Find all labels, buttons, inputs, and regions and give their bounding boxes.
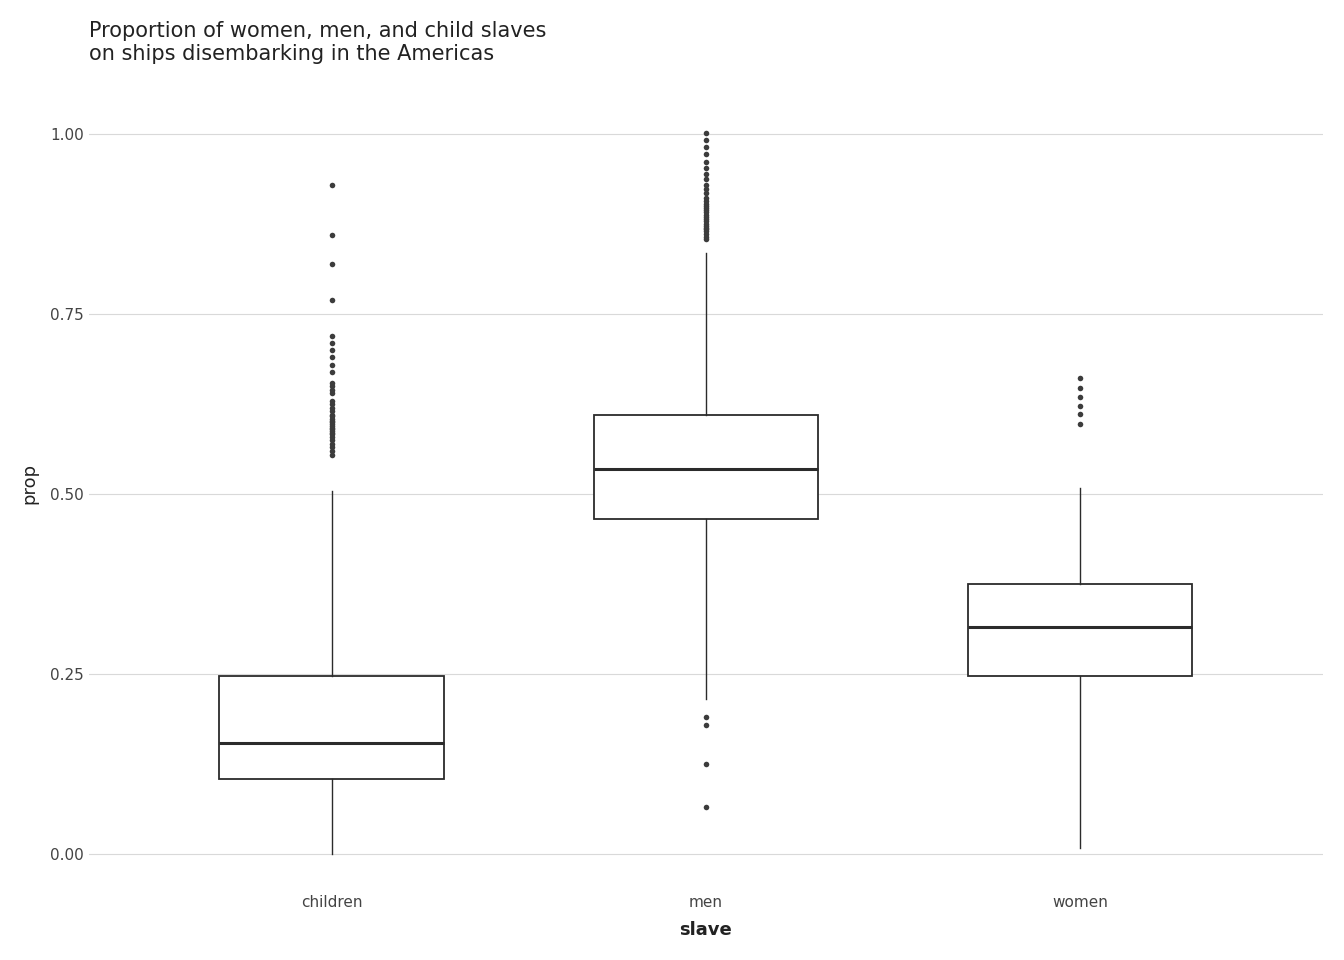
Bar xyxy=(968,585,1192,676)
Y-axis label: prop: prop xyxy=(22,463,39,504)
Text: Proportion of women, men, and child slaves
on ships disembarking in the Americas: Proportion of women, men, and child slav… xyxy=(89,21,546,64)
X-axis label: slave: slave xyxy=(680,922,732,939)
Bar xyxy=(219,676,444,779)
Bar xyxy=(594,415,818,519)
